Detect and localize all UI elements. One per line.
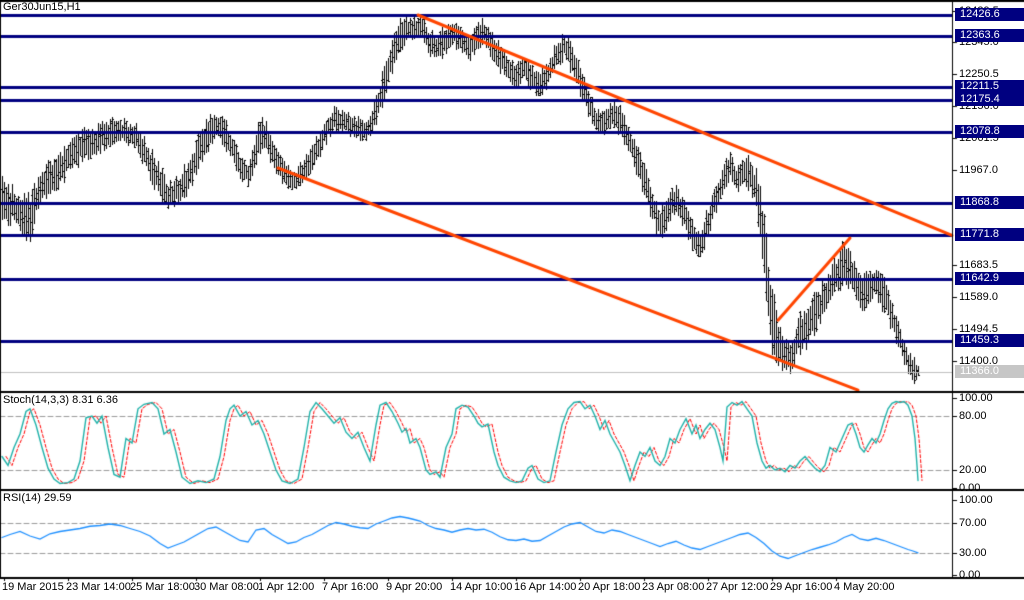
chart-window: Ger30Jun15,H1 Stoch(14,3,3) 8.31 6.36 RS… [0,0,1024,600]
price-chart-canvas[interactable] [0,0,1024,600]
